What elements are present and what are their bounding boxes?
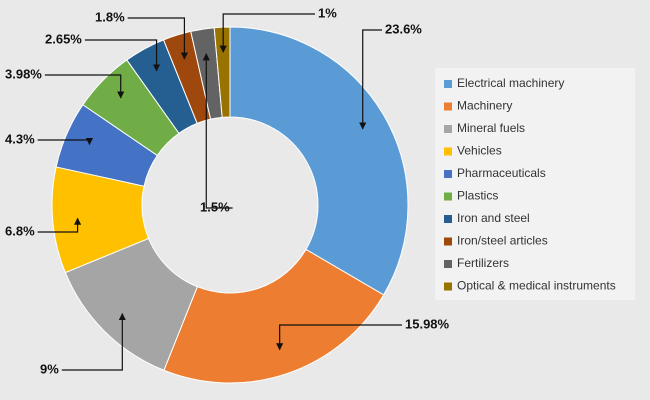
leader-line xyxy=(276,324,402,351)
data-label: 1% xyxy=(318,5,337,20)
legend-swatch xyxy=(444,192,452,201)
legend-label: Fertilizers xyxy=(457,256,509,270)
legend-label: Optical & medical instruments xyxy=(457,279,616,293)
legend-swatch xyxy=(444,215,452,223)
data-label: 15.98% xyxy=(405,316,450,331)
legend-swatch xyxy=(444,125,452,133)
leader-line xyxy=(202,53,233,209)
leader-line xyxy=(37,217,82,233)
data-label: 1.8% xyxy=(95,9,125,24)
leader-line xyxy=(219,13,315,53)
leader-line xyxy=(359,29,382,130)
leader-line xyxy=(84,39,161,72)
leader-line xyxy=(127,17,189,60)
leader-line xyxy=(37,137,94,146)
legend-swatch xyxy=(444,237,452,246)
legend-label: Plastics xyxy=(457,189,498,203)
donut-slice xyxy=(229,26,409,296)
legend-label: Pharmaceuticals xyxy=(457,166,546,180)
leader-line xyxy=(44,74,125,99)
legend-swatch xyxy=(444,260,452,268)
legend-label: Iron and steel xyxy=(457,211,530,225)
legend-label: Vehicles xyxy=(457,144,502,158)
legend-label: Machinery xyxy=(457,99,512,113)
legend-swatch xyxy=(444,170,452,178)
legend-swatch xyxy=(444,147,452,156)
legend-box xyxy=(435,68,635,300)
donut-slice xyxy=(163,248,385,384)
legend-label: Mineral fuels xyxy=(457,121,525,135)
legend-label: Iron/steel articles xyxy=(457,234,548,248)
data-label: 6.8% xyxy=(5,223,35,238)
data-label: 3.98% xyxy=(5,66,42,81)
legend-swatch xyxy=(444,80,452,88)
legend-swatch xyxy=(444,102,452,111)
data-label: 2.65% xyxy=(45,31,82,46)
data-label: 23.6% xyxy=(385,21,422,36)
data-label: 9% xyxy=(40,361,59,376)
legend-swatch xyxy=(444,282,452,291)
data-label: 1.5% xyxy=(200,199,230,214)
legend-label: Electrical machinery xyxy=(457,76,564,90)
leader-line xyxy=(61,312,126,371)
data-label: 4.3% xyxy=(5,131,35,146)
